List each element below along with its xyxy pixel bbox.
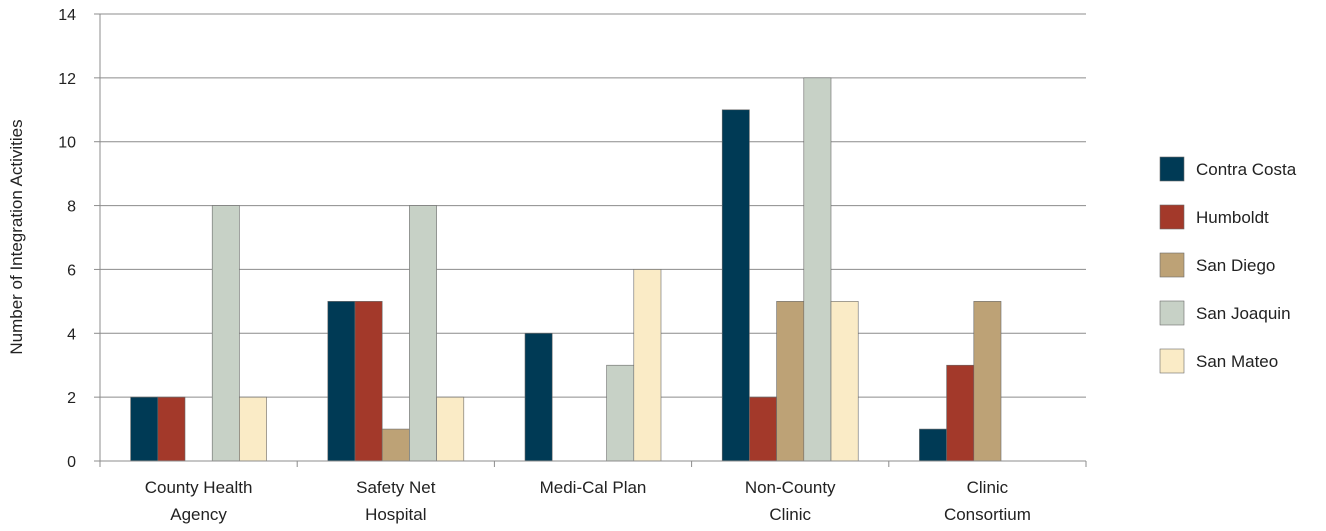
legend-swatch bbox=[1159, 156, 1185, 182]
y-tick-label: 2 bbox=[67, 390, 76, 407]
bar-san-diego bbox=[776, 301, 805, 462]
bar-san-joaquin bbox=[409, 205, 437, 462]
legend-label: San Joaquin bbox=[1196, 304, 1291, 323]
bar-contra-costa bbox=[524, 332, 553, 462]
y-tick-label: 4 bbox=[67, 326, 76, 343]
legend-label: Humboldt bbox=[1196, 208, 1269, 227]
axes bbox=[94, 13, 1087, 467]
y-axis-title: Number of Integration Activities bbox=[7, 119, 26, 354]
x-category-label: Clinic bbox=[769, 505, 811, 524]
bar-contra-costa bbox=[721, 109, 750, 462]
x-category-label: County Health bbox=[145, 478, 253, 497]
bar-san-joaquin bbox=[803, 77, 832, 462]
legend-label: San Mateo bbox=[1196, 352, 1278, 371]
legend-swatch bbox=[1159, 204, 1185, 230]
bar-san-joaquin bbox=[211, 205, 240, 462]
y-tick-label: 8 bbox=[67, 199, 76, 216]
y-tick-label: 0 bbox=[67, 454, 76, 471]
y-tick-label: 14 bbox=[58, 7, 76, 24]
bar-humboldt bbox=[749, 396, 777, 462]
bar-humboldt bbox=[946, 364, 975, 462]
y-tick-label: 6 bbox=[67, 262, 76, 279]
bar-san-mateo bbox=[830, 301, 859, 462]
bar-contra-costa bbox=[327, 301, 356, 462]
legend-label: Contra Costa bbox=[1196, 160, 1297, 179]
bar-san-diego bbox=[973, 301, 1002, 462]
x-category-labels: County Health Agency Safety Net Hospital Med… bbox=[145, 478, 1031, 524]
bars bbox=[130, 77, 1002, 462]
x-category-label: Agency bbox=[170, 505, 227, 524]
bar-san-mateo bbox=[239, 396, 267, 462]
legend: Contra Costa Humboldt San Diego San Joaquin… bbox=[1159, 156, 1297, 374]
bar-san-mateo bbox=[436, 396, 465, 462]
x-category-label: Medi-Cal Plan bbox=[540, 478, 647, 497]
x-category-label: Hospital bbox=[365, 505, 426, 524]
legend-swatch bbox=[1159, 252, 1185, 278]
x-category-label: Safety Net bbox=[356, 478, 436, 497]
legend-swatch bbox=[1159, 348, 1185, 374]
y-tick-labels: 0 2 4 6 8 10 12 14 bbox=[58, 7, 76, 471]
bar-san-joaquin bbox=[606, 364, 635, 462]
bar-humboldt bbox=[157, 396, 186, 462]
bar-contra-costa bbox=[919, 428, 947, 462]
y-tick-label: 10 bbox=[58, 135, 76, 152]
x-category-label: Non-County bbox=[745, 478, 836, 497]
legend-label: San Diego bbox=[1196, 256, 1275, 275]
bar-san-diego bbox=[381, 428, 410, 462]
bar-contra-costa bbox=[130, 396, 159, 462]
x-category-label: Consortium bbox=[944, 505, 1031, 524]
bar-san-mateo bbox=[633, 269, 662, 462]
legend-swatch bbox=[1159, 300, 1185, 326]
x-category-label: Clinic bbox=[967, 478, 1009, 497]
gridlines bbox=[100, 13, 1086, 398]
bar-humboldt bbox=[354, 301, 383, 462]
y-tick-label: 12 bbox=[58, 71, 76, 88]
